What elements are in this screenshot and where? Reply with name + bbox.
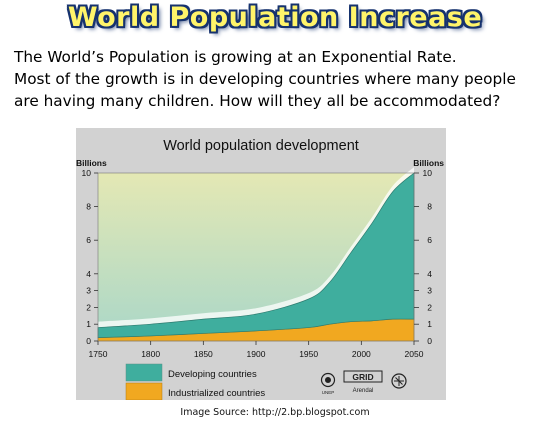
body-line-3: are having many children. How will they …	[14, 92, 501, 110]
x-tick-label-1800: 1800	[141, 349, 160, 359]
y-left-tick-label-4: 4	[86, 269, 91, 279]
svg-text:UNEP: UNEP	[322, 390, 335, 395]
x-tick-label-1750: 1750	[89, 349, 108, 359]
x-tick-label-1850: 1850	[194, 349, 213, 359]
legend-label-industrialized: Industrialized countries	[168, 388, 265, 399]
x-tick-label-1950: 1950	[299, 349, 318, 359]
body-line-1: The World’s Population is growing at an …	[14, 48, 457, 66]
svg-text:Arendal: Arendal	[353, 388, 374, 394]
body-line-2: Most of the growth is in developing coun…	[14, 70, 516, 88]
legend-swatch-developing	[125, 363, 163, 382]
y-label-right: Billions	[413, 158, 444, 168]
y-left-tick-label-3: 3	[86, 286, 91, 296]
axis-layer: 0 1 2 3 4 6 8 10 0 1 2 3 4 6 8 10 1750 1800 1850 1900 1950 20…	[82, 168, 433, 359]
y-right-tick-label-3: 3	[427, 286, 432, 296]
grid-arendal-logo: GRID Arendal	[343, 370, 383, 394]
reference-band	[98, 167, 414, 328]
x-tick-label-2050: 2050	[405, 349, 424, 359]
y-label-left: Billions	[76, 158, 107, 168]
y-left-tick-label-8: 8	[86, 202, 91, 212]
y-left-tick-label-6: 6	[86, 235, 91, 245]
legend-label-developing: Developing countries	[168, 369, 257, 380]
slide-body-text: The World’s Population is growing at an …	[14, 46, 544, 112]
unep-logo: UNEP	[320, 372, 336, 395]
svg-text:GRID: GRID	[352, 372, 373, 382]
chart-title: World population development	[163, 138, 359, 154]
y-left-tick-label-0: 0	[86, 336, 91, 346]
y-right-tick-label-6: 6	[427, 235, 432, 245]
population-chart: World population development Billions Bi…	[76, 128, 446, 400]
image-source: Image Source: http://2.bp.blogspot.com	[180, 407, 370, 418]
un-logo	[391, 373, 407, 389]
x-tick-label-2000: 2000	[352, 349, 371, 359]
y-right-tick-label-2: 2	[427, 302, 432, 312]
x-tick-label-1900: 1900	[247, 349, 266, 359]
y-right-tick-label-1: 1	[427, 319, 432, 329]
y-right-tick-label-4: 4	[427, 269, 432, 279]
slide-title: World Population Increase	[67, 2, 483, 33]
y-right-tick-label-0: 0	[427, 336, 432, 346]
y-left-tick-label-10: 10	[82, 168, 92, 178]
y-left-tick-label-2: 2	[86, 302, 91, 312]
y-right-tick-label-10: 10	[423, 168, 433, 178]
y-left-tick-label-1: 1	[86, 319, 91, 329]
legend-swatch-industrialized	[125, 382, 163, 400]
y-right-tick-label-8: 8	[427, 202, 432, 212]
